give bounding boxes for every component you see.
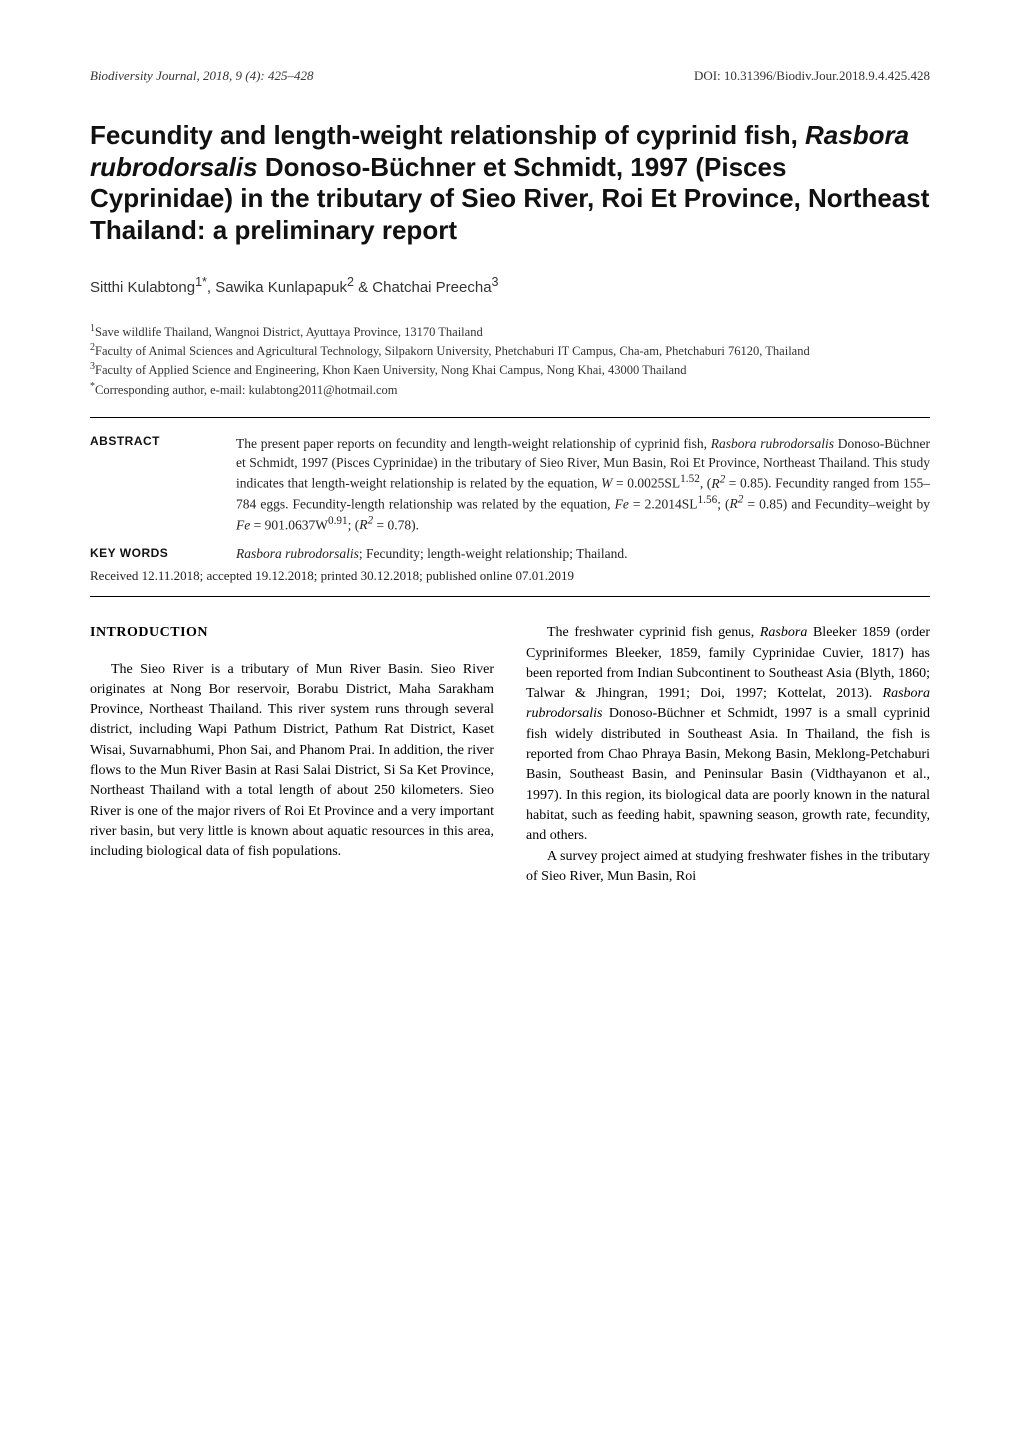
- affiliations-block: 1Save wildlife Thailand, Wangnoi Distric…: [90, 322, 930, 399]
- column-right: The freshwater cyprinid fish genus, Rasb…: [526, 623, 930, 887]
- journal-ref: Biodiversity Journal, 2018, 9 (4): 425–4…: [90, 68, 314, 84]
- abstract-text: The present paper reports on fecundity a…: [236, 434, 930, 534]
- intro-paragraph-1: The Sieo River is a tributary of Mun Riv…: [90, 660, 494, 863]
- abstract-block: ABSTRACT The present paper reports on fe…: [90, 434, 930, 534]
- divider-2: [90, 596, 930, 597]
- affiliation-2: 2Faculty of Animal Sciences and Agricult…: [90, 341, 930, 360]
- title-pre: Fecundity and length-weight relationship…: [90, 120, 805, 150]
- authors-line: Sitthi Kulabtong1*, Sawika Kunlapapuk2 &…: [90, 275, 930, 296]
- affiliation-1: 1Save wildlife Thailand, Wangnoi Distric…: [90, 322, 930, 341]
- keywords-text: Rasbora rubrodorsalis; Fecundity; length…: [236, 546, 930, 562]
- intro-paragraph-3: A survey project aimed at studying fresh…: [526, 847, 930, 888]
- divider-1: [90, 417, 930, 418]
- keywords-block: KEY WORDS Rasbora rubrodorsalis; Fecundi…: [90, 546, 930, 562]
- article-title: Fecundity and length-weight relationship…: [90, 120, 930, 247]
- received-line: Received 12.11.2018; accepted 19.12.2018…: [90, 568, 930, 584]
- introduction-heading: INTRODUCTION: [90, 623, 494, 643]
- affiliation-3: 3Faculty of Applied Science and Engineer…: [90, 360, 930, 379]
- body-columns: INTRODUCTION The Sieo River is a tributa…: [90, 623, 930, 887]
- doi: DOI: 10.31396/Biodiv.Jour.2018.9.4.425.4…: [694, 68, 930, 84]
- abstract-label: ABSTRACT: [90, 434, 210, 534]
- column-left: INTRODUCTION The Sieo River is a tributa…: [90, 623, 494, 887]
- keywords-label: KEY WORDS: [90, 546, 210, 562]
- intro-paragraph-2: The freshwater cyprinid fish genus, Rasb…: [526, 623, 930, 846]
- corresponding-author: *Corresponding author, e-mail: kulabtong…: [90, 380, 930, 399]
- running-header: Biodiversity Journal, 2018, 9 (4): 425–4…: [90, 68, 930, 84]
